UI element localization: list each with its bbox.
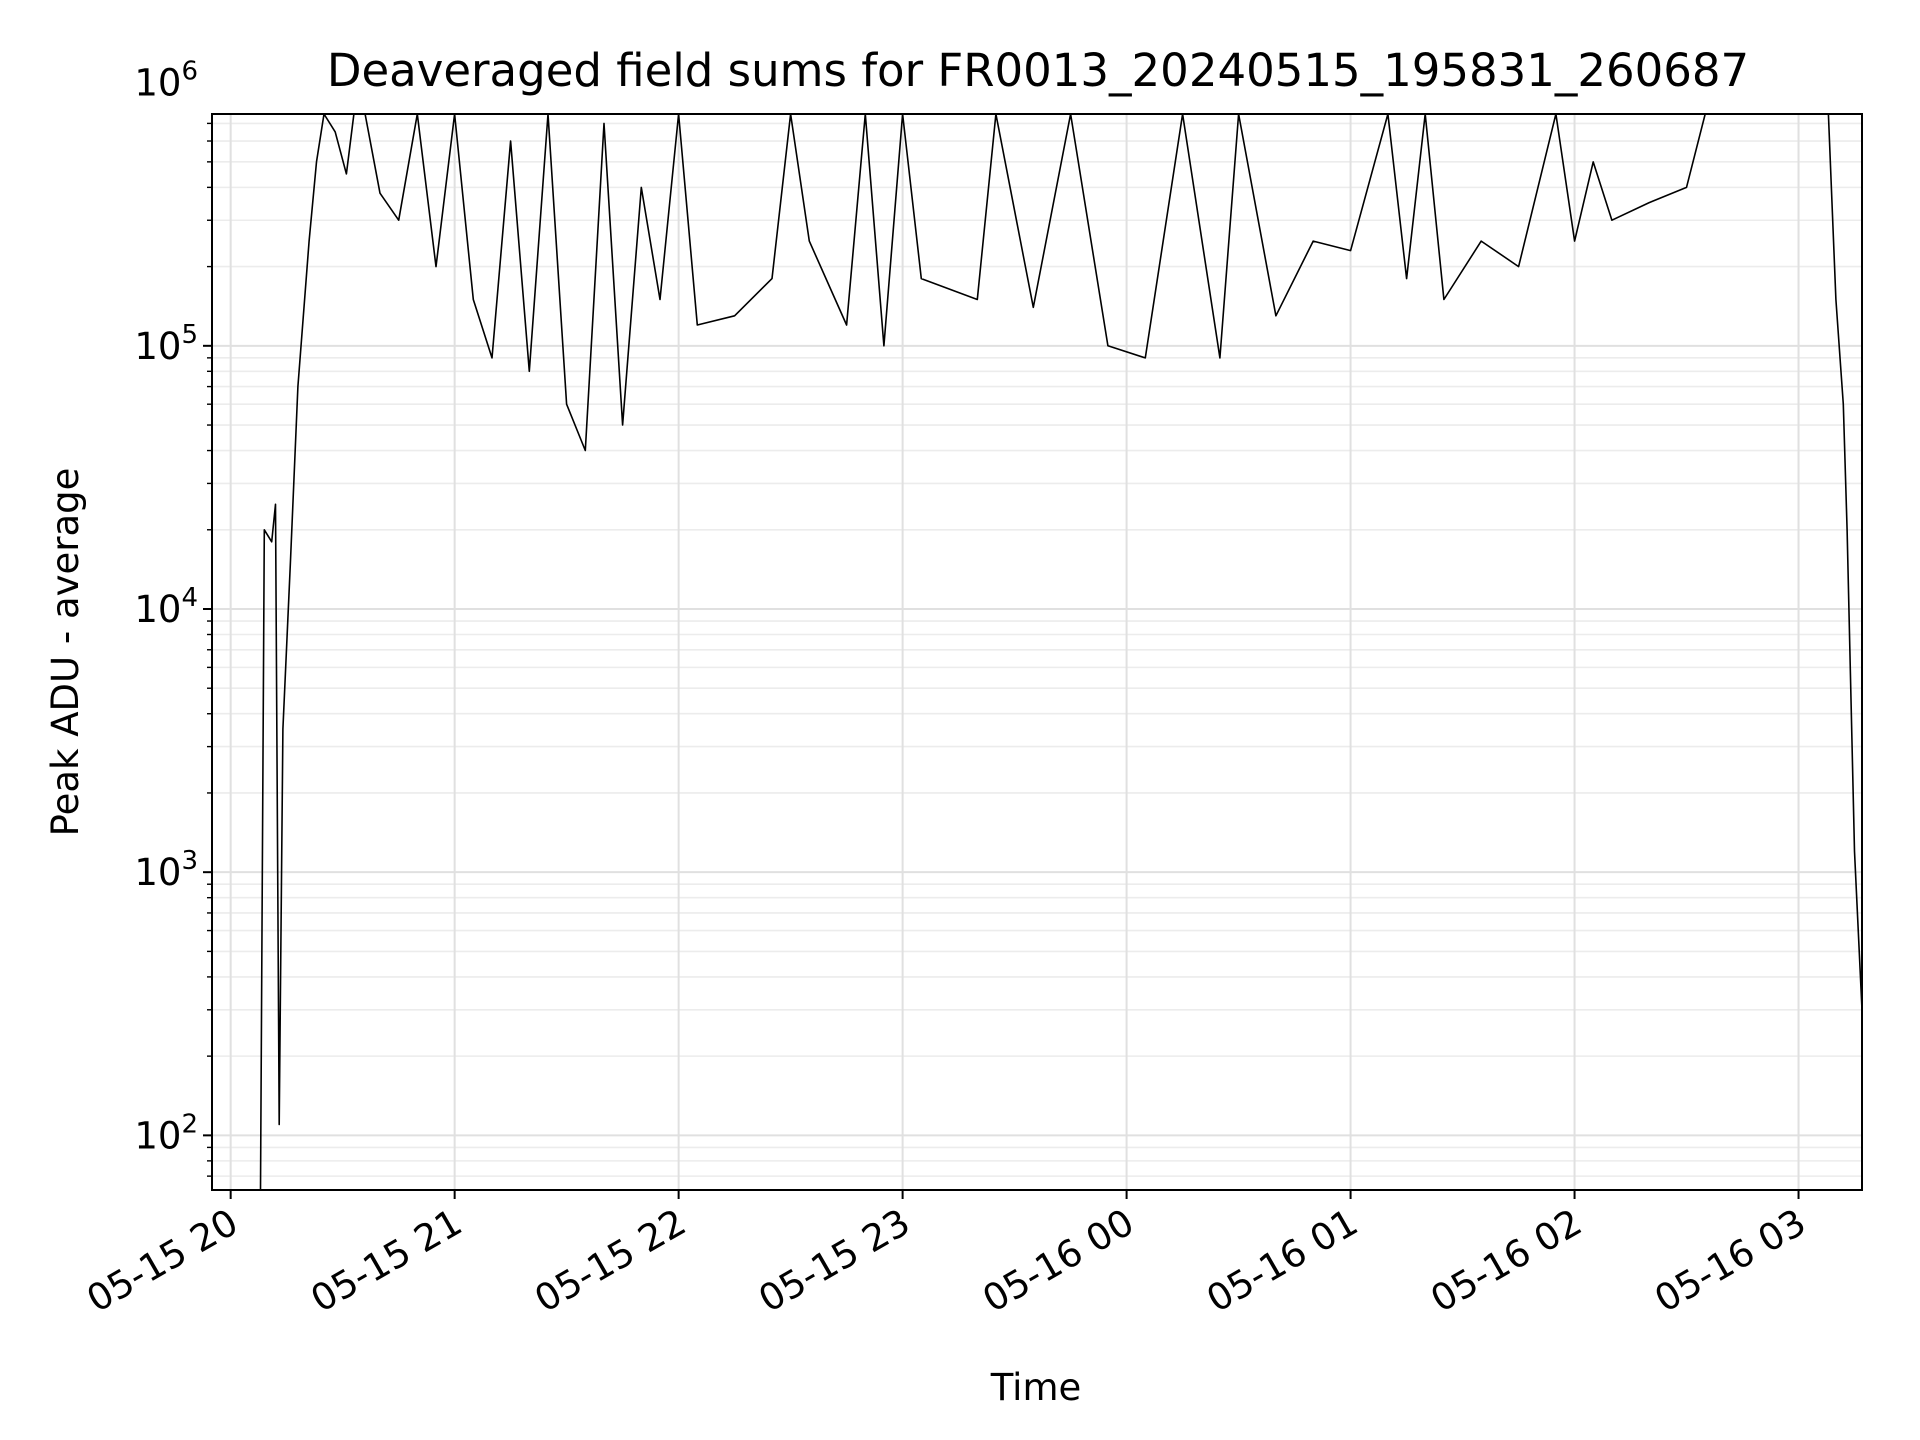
y-tick-label: 103 xyxy=(134,846,198,894)
y-tick-base: 10 xyxy=(134,325,181,368)
series-line xyxy=(259,113,1863,1191)
y-tick-base: 10 xyxy=(134,62,181,105)
y-tick-base: 10 xyxy=(134,851,181,894)
grid xyxy=(212,114,1862,1190)
y-tick-base: 10 xyxy=(134,588,181,631)
y-tick-label: 106 xyxy=(134,57,198,105)
y-tick-exponent: 3 xyxy=(181,846,198,876)
x-axis-label: Time xyxy=(990,1366,1082,1409)
y-tick-label: 105 xyxy=(134,320,198,368)
y-tick-label: 102 xyxy=(134,1109,198,1157)
series-group xyxy=(259,113,1863,1191)
y-tick-base: 10 xyxy=(134,1114,181,1157)
y-axis-label: Peak ADU - average xyxy=(44,468,87,837)
chart-title: Deaveraged field sums for FR0013_2024051… xyxy=(327,44,1749,97)
y-tick-exponent: 6 xyxy=(181,57,198,87)
y-tick-exponent: 2 xyxy=(181,1109,198,1139)
y-tick-exponent: 4 xyxy=(181,583,198,613)
plot-frame xyxy=(211,113,1863,1191)
y-tick-exponent: 5 xyxy=(181,320,198,350)
y-tick-label: 104 xyxy=(134,583,198,631)
